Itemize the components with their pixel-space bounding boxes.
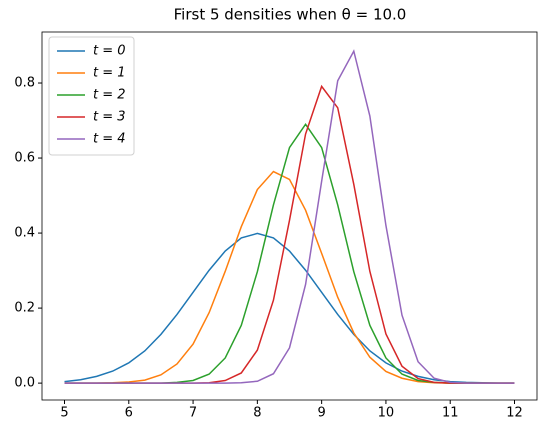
y-tick-label: 0.6 bbox=[14, 151, 35, 166]
legend-label: t = 4 bbox=[93, 132, 126, 147]
legend-label: t = 1 bbox=[93, 66, 126, 81]
x-tick-label: 8 bbox=[253, 406, 261, 421]
x-tick-label: 11 bbox=[442, 406, 459, 421]
line-series bbox=[64, 170, 515, 384]
plot-frame bbox=[41, 31, 538, 401]
y-tick-label: 0.4 bbox=[14, 226, 35, 241]
x-tick-label: 10 bbox=[378, 406, 395, 421]
x-tick-label: 12 bbox=[506, 406, 523, 421]
legend-label: t = 0 bbox=[93, 44, 126, 59]
legend-box bbox=[48, 36, 135, 156]
legend-label: t = 2 bbox=[93, 88, 126, 103]
x-tick-label: 5 bbox=[60, 406, 68, 421]
line-series bbox=[64, 122, 515, 384]
line-series bbox=[64, 49, 515, 384]
y-tick-label: 0.8 bbox=[14, 76, 35, 91]
x-tick-label: 6 bbox=[125, 406, 133, 421]
line-series bbox=[64, 232, 515, 384]
y-tick-label: 0.2 bbox=[14, 301, 35, 316]
chart-title: First 5 densities when θ = 10.0 bbox=[174, 6, 407, 24]
y-tick-label: 0.0 bbox=[14, 376, 35, 391]
x-tick-label: 7 bbox=[189, 406, 197, 421]
x-tick-label: 9 bbox=[318, 406, 326, 421]
legend-label: t = 3 bbox=[93, 110, 126, 125]
